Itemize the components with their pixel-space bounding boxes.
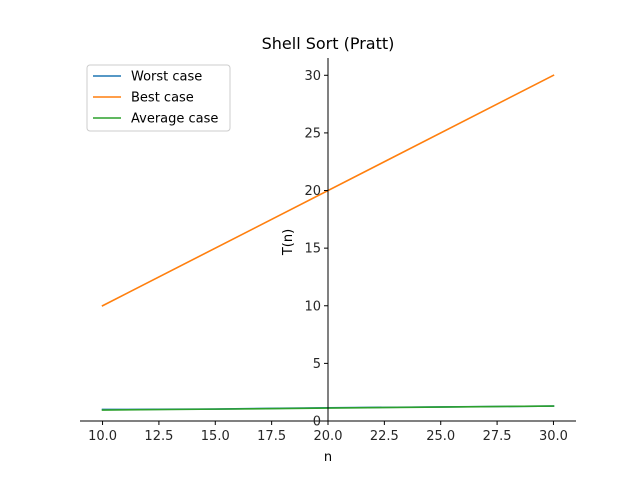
y-tick-label: 25: [304, 126, 321, 141]
x-tick-label: 27.5: [483, 429, 512, 444]
chart-title: Shell Sort (Pratt): [262, 34, 395, 53]
x-axis-label: n: [324, 450, 332, 465]
y-axis-label: T(n): [281, 229, 296, 256]
legend-frame: [86, 64, 231, 132]
x-tick-label: 30.0: [539, 429, 568, 444]
x-tick-label: 15.0: [201, 429, 230, 444]
x-tick-label: 22.5: [370, 429, 399, 444]
y-tick-label: 0: [313, 415, 321, 430]
legend-label-0: Worst case: [131, 70, 202, 85]
x-tick-label: 17.5: [257, 429, 286, 444]
y-tick-label: 15: [304, 242, 321, 257]
y-tick-label: 5: [313, 357, 321, 372]
y-tick-label: 20: [304, 184, 321, 199]
plot-area: 10.0 12.5 15.0 17.5 20.0 22.5 25.0 27.5 30.0 0 5 10…: [80, 58, 576, 444]
x-tick-label: 20.0: [314, 429, 343, 444]
legend-label-2: Average case: [131, 112, 218, 127]
x-tick-label: 12.5: [144, 429, 173, 444]
legend: Worst case Best case Average case: [86, 64, 231, 132]
x-tick-label: 10.0: [88, 429, 117, 444]
x-tick-label: 25.0: [426, 429, 455, 444]
y-tick-label: 10: [304, 299, 321, 314]
y-tick-label: 30: [304, 69, 321, 84]
legend-label-1: Best case: [131, 91, 194, 106]
